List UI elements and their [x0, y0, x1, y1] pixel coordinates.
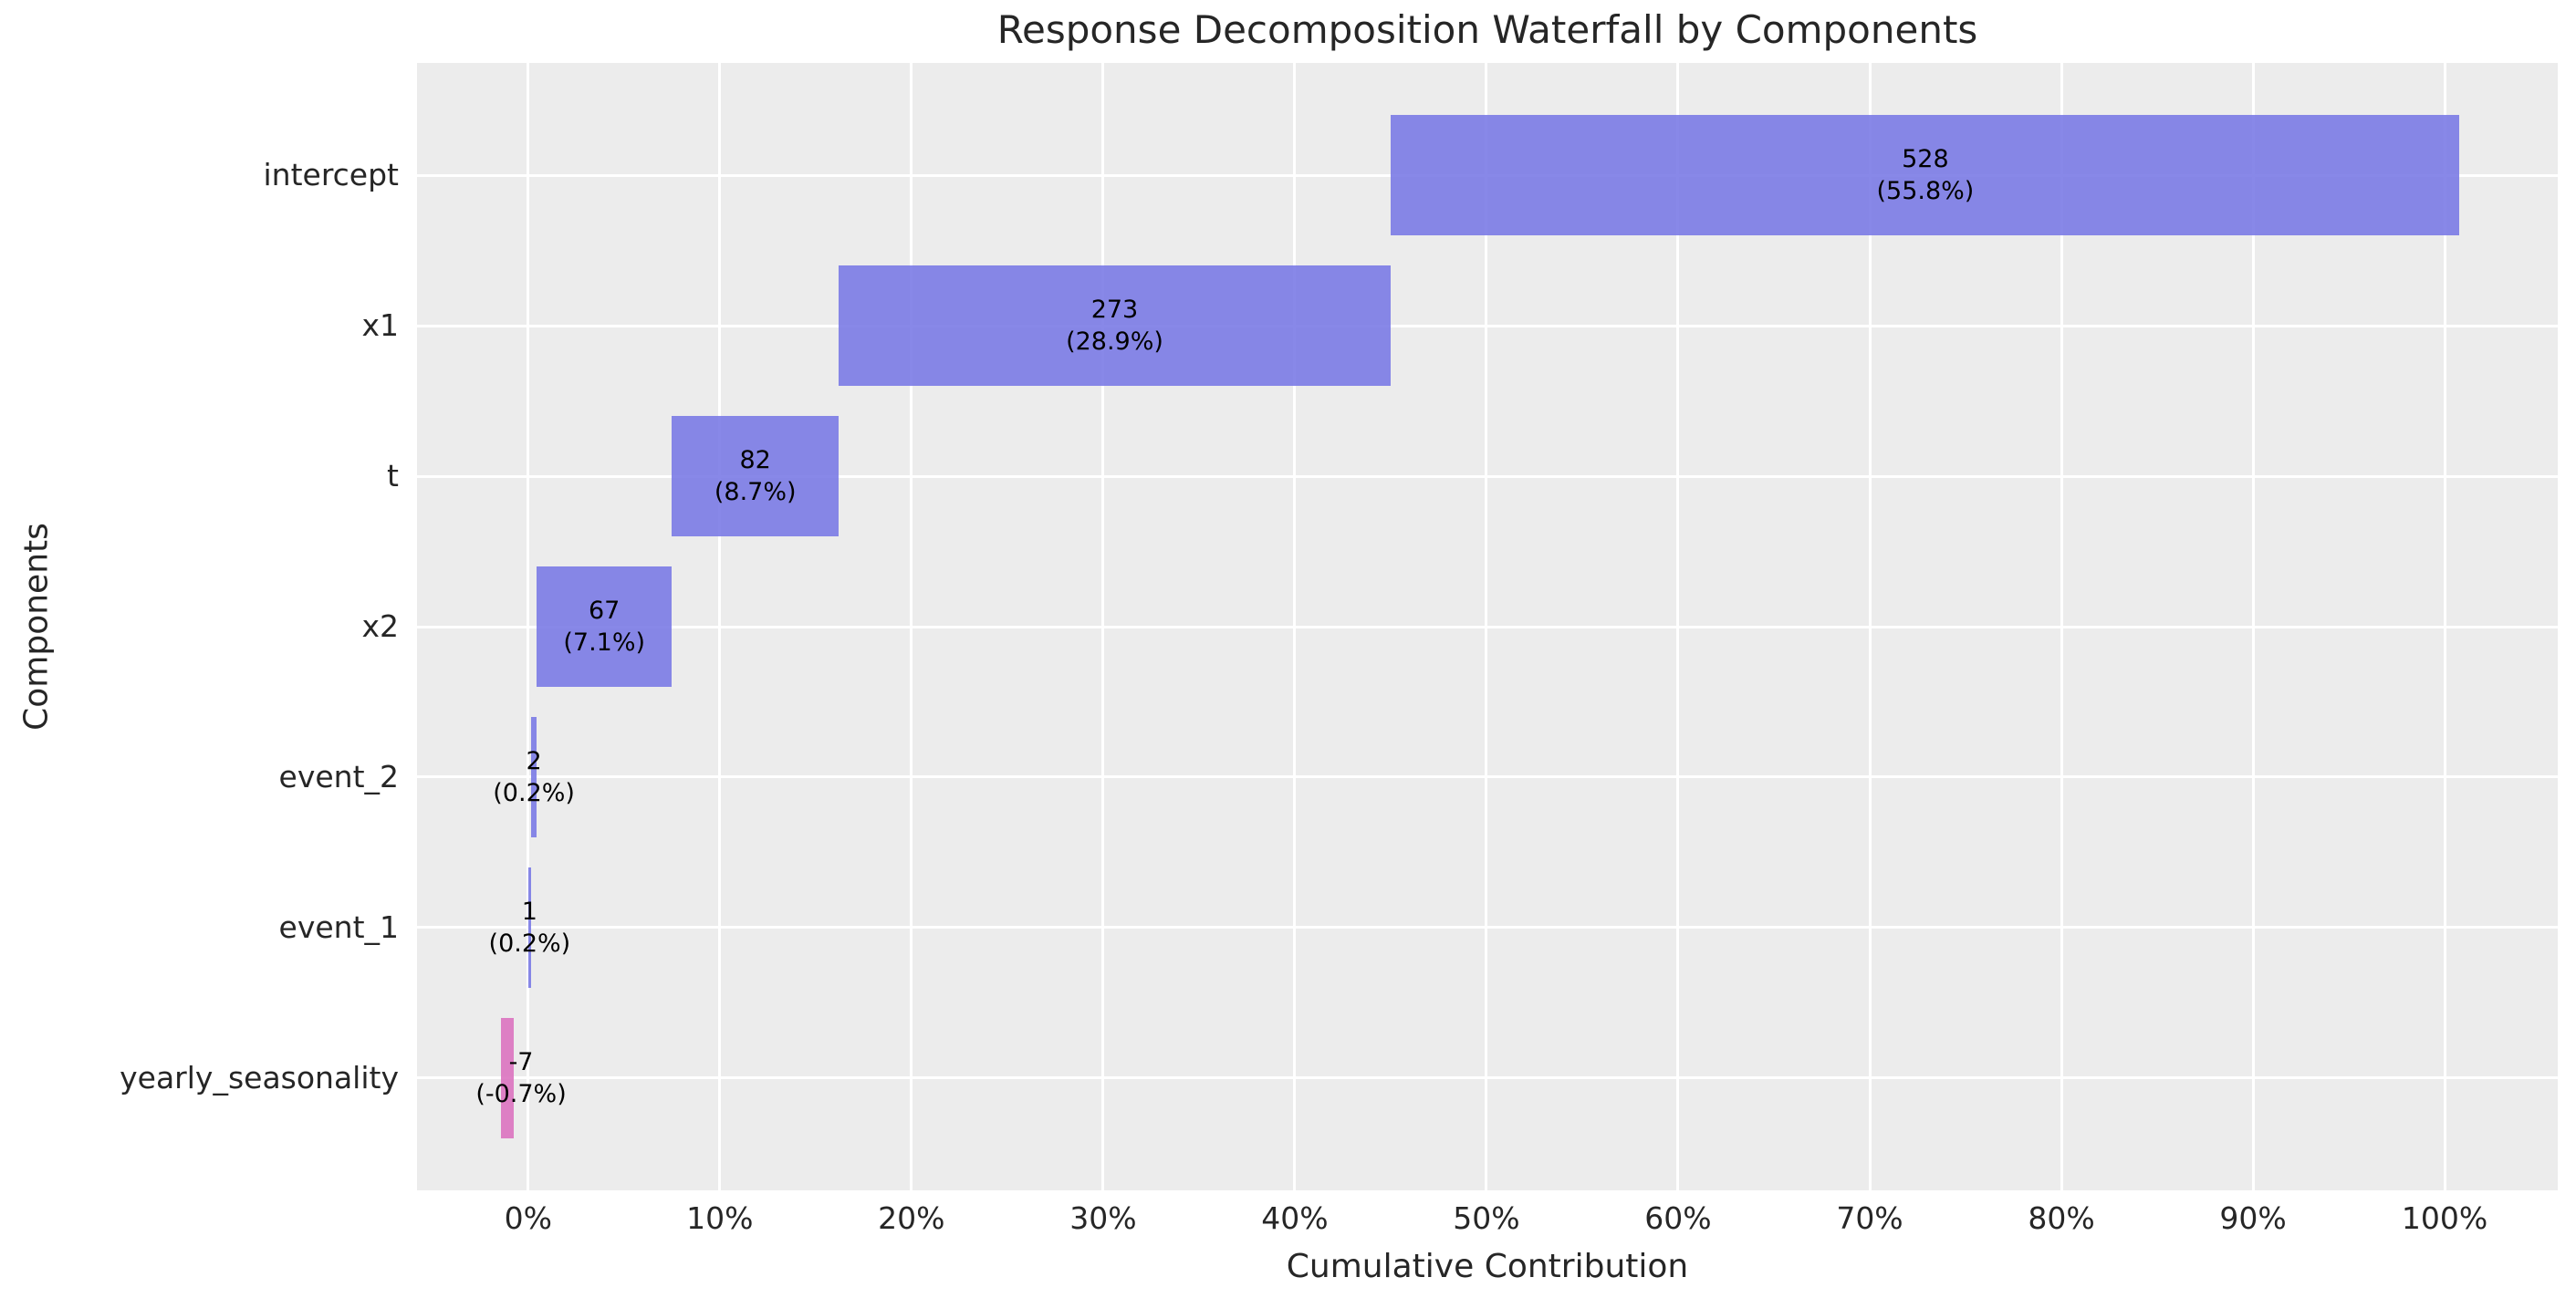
- chart-title: Response Decomposition Waterfall by Comp…: [996, 7, 1978, 52]
- gridline-y-t: [417, 474, 2558, 478]
- x-tick-label-60: 60%: [1644, 1200, 1712, 1236]
- bar-x1: [839, 265, 1391, 387]
- y-tick-label-event_1: event_1: [278, 909, 399, 945]
- y-axis-title: Components: [17, 523, 56, 731]
- gridline-y-event_1: [417, 926, 2558, 929]
- y-tick-label-yearly_seasonality: yearly_seasonality: [120, 1059, 399, 1096]
- x-axis-title: Cumulative Contribution: [1286, 1248, 1689, 1285]
- x-tick-label-40: 40%: [1261, 1200, 1329, 1236]
- bar-intercept: [1390, 115, 2459, 236]
- gridline-y-yearly_seasonality: [417, 1076, 2558, 1080]
- bar-label-event_1: 1 (0.2%): [488, 897, 571, 958]
- x-tick-label-80: 80%: [2028, 1200, 2095, 1236]
- x-tick-label-20: 20%: [878, 1200, 945, 1236]
- y-axis-tick-labels: intercept x1 t x2 event_2 event_1 yearly_seaso…: [0, 63, 399, 1190]
- x-tick-label-30: 30%: [1069, 1200, 1137, 1236]
- bar-label-event_2: 2 (0.2%): [493, 746, 575, 807]
- x-axis-tick-labels: 0% 10% 20% 30% 40% 50% 60% 70% 80% 90% 100%: [417, 1200, 2558, 1241]
- x-tick-label-50: 50%: [1453, 1200, 1520, 1236]
- bar-yearly_seasonality: [500, 1017, 515, 1138]
- y-tick-label-x1: x1: [361, 307, 399, 344]
- x-tick-label-10: 10%: [686, 1200, 754, 1236]
- plot-area: 528 (55.8%) 273 (28.9%) 82 (8.7%) 67 (7.1%)…: [417, 63, 2558, 1190]
- gridline-y-x2: [417, 625, 2558, 628]
- gridline-y-event_2: [417, 775, 2558, 779]
- bar-event_1: [527, 867, 531, 988]
- y-tick-label-intercept: intercept: [263, 157, 400, 193]
- gridline-y-x1: [417, 324, 2558, 327]
- x-tick-label-100: 100%: [2401, 1200, 2488, 1236]
- y-tick-label-x2: x2: [361, 608, 399, 644]
- bar-label-t: 82 (8.7%): [714, 446, 797, 507]
- bar-event_2: [530, 716, 537, 837]
- bar-label-yearly_seasonality: -7 (-0.7%): [475, 1047, 567, 1108]
- bar-x2: [537, 566, 673, 687]
- y-tick-label-t: t: [387, 458, 399, 494]
- bar-label-intercept: 528 (55.8%): [1876, 145, 1975, 206]
- bar-label-x2: 67 (7.1%): [563, 597, 646, 657]
- x-tick-label-90: 90%: [2219, 1200, 2287, 1236]
- x-tick-label-0: 0%: [504, 1200, 552, 1236]
- bar-label-x1: 273 (28.9%): [1066, 296, 1163, 357]
- bar-t: [672, 416, 840, 536]
- x-tick-label-70: 70%: [1836, 1200, 1903, 1236]
- y-tick-label-event_2: event_2: [278, 758, 399, 794]
